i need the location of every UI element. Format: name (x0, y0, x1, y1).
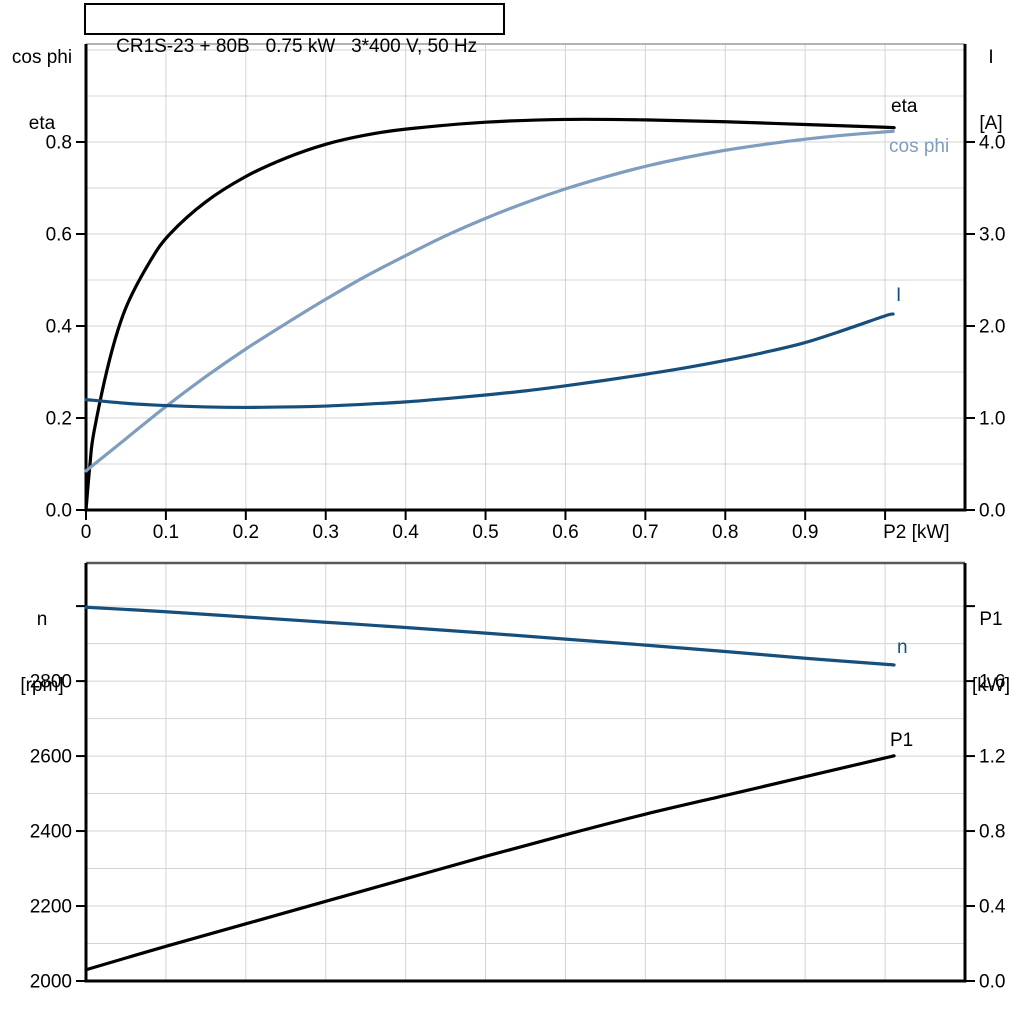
left-axis-tick-label: 2400 (30, 822, 72, 843)
curve-label-I: I (896, 285, 901, 306)
bottom-left-axis-title: n [rpm] (2, 565, 82, 741)
curve-cos-phi (84, 129, 895, 473)
x-axis-tick-label: 0.8 (712, 522, 738, 543)
right-axis-tick-label: 3.0 (979, 224, 1005, 245)
x-axis-tick-label: 0.5 (472, 522, 498, 543)
x-axis-tick-label: 0.7 (632, 522, 658, 543)
curve-P1 (84, 754, 896, 972)
left-axis-tick-label: 0.4 (46, 316, 73, 337)
curve-label-cos-phi: cos phi (889, 136, 949, 157)
x-axis-tick-label: 0.9 (792, 522, 818, 543)
x-axis-tick-label: 0.2 (233, 522, 259, 543)
left-axis-tick-label: 0.0 (46, 501, 72, 522)
left-axis-tick-label: 0.2 (46, 408, 72, 429)
axis-title-p1: P1 (979, 609, 1003, 630)
x-axis-tick-label: 0.3 (313, 522, 339, 543)
axis-title-p1-unit: [kW] (972, 675, 1010, 696)
curve-I (84, 312, 895, 410)
curve-label-n: n (897, 637, 908, 658)
x-axis-unit-label: P2 [kW] (883, 522, 950, 543)
top-left-axis-title: cos phi eta (2, 3, 82, 179)
axis-title-cos-phi: cos phi (11, 47, 73, 68)
right-axis-tick-label: 0.0 (979, 972, 1005, 993)
axis-title-eta: eta (28, 113, 56, 134)
right-axis-tick-label: 1.0 (979, 408, 1005, 429)
axis-title-current-unit: [A] (979, 113, 1003, 134)
top-right-axis-title: I [A] (960, 3, 1022, 179)
right-axis-tick-label: 1.2 (979, 747, 1005, 768)
x-axis-tick-label: 0.4 (392, 522, 419, 543)
axis-title-speed-unit: [rpm] (20, 675, 64, 696)
right-axis-tick-label: 0.4 (979, 897, 1006, 918)
curve-eta (84, 117, 896, 512)
right-axis-tick-label: 0.0 (979, 501, 1005, 522)
left-axis-tick-label: 2000 (30, 972, 72, 993)
bottom-right-axis-title: P1 [kW] (958, 565, 1024, 741)
left-axis-tick-label: 2800 (30, 672, 72, 693)
left-axis-tick-label: 0.6 (46, 224, 72, 245)
left-axis-tick-label: 2200 (30, 897, 72, 918)
left-axis-tick-label: 2600 (30, 747, 72, 768)
axis-title-current: I (988, 47, 994, 68)
chart-title-box: CR1S-23 + 80B 0.75 kW 3*400 V, 50 Hz (84, 3, 505, 57)
x-axis-tick-label: 0 (81, 522, 92, 543)
x-axis-tick-label: 0.6 (552, 522, 578, 543)
curve-n (84, 605, 896, 667)
right-axis-tick-label: 0.8 (979, 822, 1005, 843)
chart-title-text: CR1S-23 + 80B 0.75 kW 3*400 V, 50 Hz (116, 36, 478, 57)
right-axis-tick-label: 4.0 (979, 132, 1005, 153)
right-axis-tick-label: 2.0 (979, 316, 1005, 337)
right-axis-tick-label: 1.6 (979, 672, 1005, 693)
x-axis-tick-label: 0.1 (153, 522, 179, 543)
curve-label-P1: P1 (890, 730, 913, 751)
left-axis-tick-label: 0.8 (46, 132, 72, 153)
axis-title-speed: n (36, 609, 48, 630)
curve-label-eta: eta (891, 96, 918, 117)
